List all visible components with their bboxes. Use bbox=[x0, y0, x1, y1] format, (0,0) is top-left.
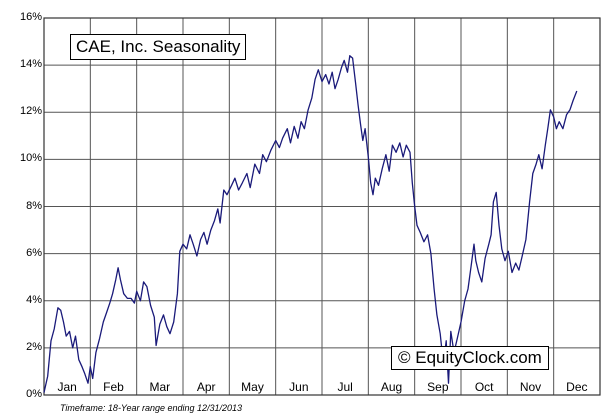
watermark-label: © EquityClock.com bbox=[391, 346, 549, 370]
y-tick-label: 8% bbox=[26, 199, 42, 212]
x-tick-label: Jun bbox=[289, 380, 309, 394]
x-tick-label: Apr bbox=[196, 380, 216, 394]
chart-title: CAE, Inc. Seasonality bbox=[70, 34, 247, 60]
series-layer bbox=[43, 55, 578, 393]
series-line bbox=[43, 55, 578, 393]
y-tick-label: 10% bbox=[19, 152, 42, 165]
x-tick-label: Feb bbox=[103, 380, 124, 394]
y-tick-label: 2% bbox=[26, 340, 42, 353]
y-tick-label: 14% bbox=[19, 58, 42, 71]
x-tick-label: Aug bbox=[380, 380, 403, 394]
y-tick-label: 0% bbox=[26, 388, 42, 400]
y-tick-label: 4% bbox=[26, 293, 42, 306]
x-tick-label: May bbox=[241, 380, 264, 394]
x-tick-label: Nov bbox=[519, 380, 542, 394]
y-tick-label: 6% bbox=[26, 246, 42, 259]
y-tick-label: 16% bbox=[19, 11, 42, 23]
plot-border bbox=[43, 17, 601, 396]
x-tick-label: Mar bbox=[149, 380, 171, 394]
x-tick-label: Jul bbox=[337, 380, 353, 394]
x-tick-label: Oct bbox=[474, 380, 494, 394]
x-tick-label: Sep bbox=[427, 380, 449, 394]
x-tick-label: Dec bbox=[566, 380, 588, 394]
x-tick-label: Jan bbox=[57, 380, 77, 394]
y-tick-label: 12% bbox=[19, 105, 42, 118]
timeframe-footnote: Timeframe: 18-Year range ending 12/31/20… bbox=[60, 403, 243, 413]
